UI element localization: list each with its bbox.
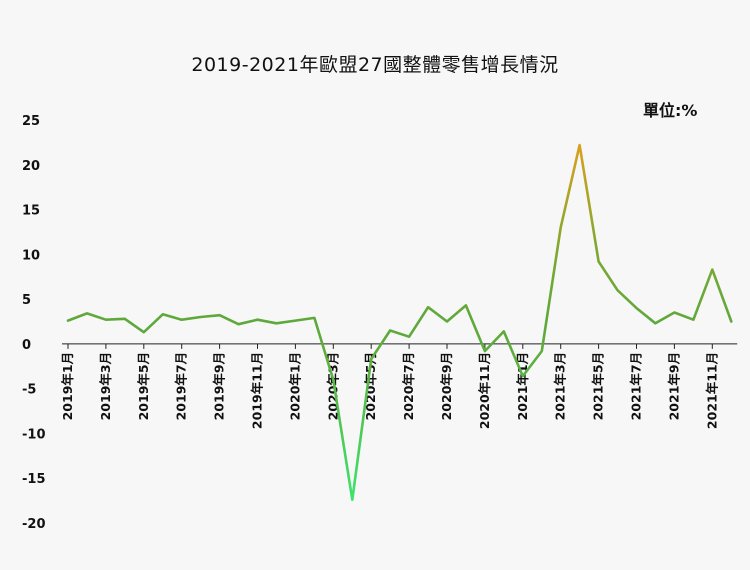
series-group (66, 143, 733, 502)
x-tick-label: 2020年5月 (363, 352, 378, 421)
y-tick-label: 20 (22, 159, 40, 174)
data-point (635, 306, 639, 310)
data-point (218, 313, 222, 317)
x-tick-label: 2021年3月 (553, 352, 568, 421)
x-tick-label: 2019年7月 (174, 352, 189, 421)
x-tick-label: 2019年5月 (136, 352, 151, 421)
data-point (464, 303, 468, 307)
data-point (161, 312, 165, 316)
data-point (274, 321, 278, 325)
x-tick-label: 2019年1月 (60, 352, 75, 421)
data-point (85, 311, 89, 315)
data-point (729, 320, 733, 324)
data-point (350, 498, 354, 502)
x-tick-label: 2019年11月 (250, 352, 265, 429)
x-tick-label: 2020年1月 (287, 352, 302, 421)
x-tick-label: 2019年9月 (212, 352, 227, 421)
data-point (293, 319, 297, 323)
data-point (710, 268, 714, 272)
x-tick-label: 2020年11月 (477, 352, 492, 429)
data-point (691, 318, 695, 322)
data-point (312, 316, 316, 320)
x-tick-label: 2019年3月 (98, 352, 113, 421)
data-point (426, 305, 430, 309)
y-tick-label: -5 (22, 383, 36, 398)
data-point (256, 318, 260, 322)
data-point (672, 311, 676, 315)
y-tick-label: 10 (22, 248, 40, 263)
y-tick-label: -15 (22, 472, 46, 487)
y-tick-label: 5 (22, 293, 31, 308)
data-point (180, 318, 184, 322)
data-point (237, 322, 241, 326)
data-point (66, 319, 70, 323)
data-point (104, 318, 108, 322)
unit-label: 單位:% (643, 101, 698, 120)
data-point (123, 317, 127, 321)
data-point (540, 349, 544, 353)
y-tick-label: 15 (22, 204, 40, 219)
x-tick-label: 2020年9月 (439, 352, 454, 421)
x-tick-label: 2020年7月 (401, 352, 416, 421)
x-axis: 2019年1月 2019年3月 2019年5月 2019年7月 2019年9月 2019年… (60, 343, 738, 429)
data-point (616, 288, 620, 292)
x-tick-label: 2021年5月 (591, 352, 606, 421)
data-point (388, 328, 392, 332)
data-point (483, 349, 487, 353)
data-point (521, 374, 525, 378)
x-tick-label: 2021年11月 (704, 352, 719, 429)
data-point (331, 378, 335, 382)
x-tick-label: 2021年7月 (629, 352, 644, 421)
data-point (445, 320, 449, 324)
y-tick-label: 25 (22, 114, 40, 129)
data-point (597, 259, 601, 263)
x-tick-label: 2021年9月 (666, 352, 681, 421)
data-point (578, 143, 582, 147)
chart-title: 2019-2021年歐盟27國整體零售增長情況 (191, 54, 559, 76)
y-tick-label: -20 (22, 517, 46, 532)
data-point (653, 321, 657, 325)
y-axis-ticks: 25 20 15 10 5 0 -5 -10 -15 -20 (22, 114, 46, 532)
y-tick-label: 0 (22, 338, 31, 353)
data-point (407, 335, 411, 339)
data-point (502, 329, 506, 333)
data-point (559, 225, 563, 229)
data-point (142, 330, 146, 334)
data-point (369, 357, 373, 361)
data-point (199, 315, 203, 319)
series-line (66, 143, 733, 501)
y-tick-label: -10 (22, 427, 46, 442)
